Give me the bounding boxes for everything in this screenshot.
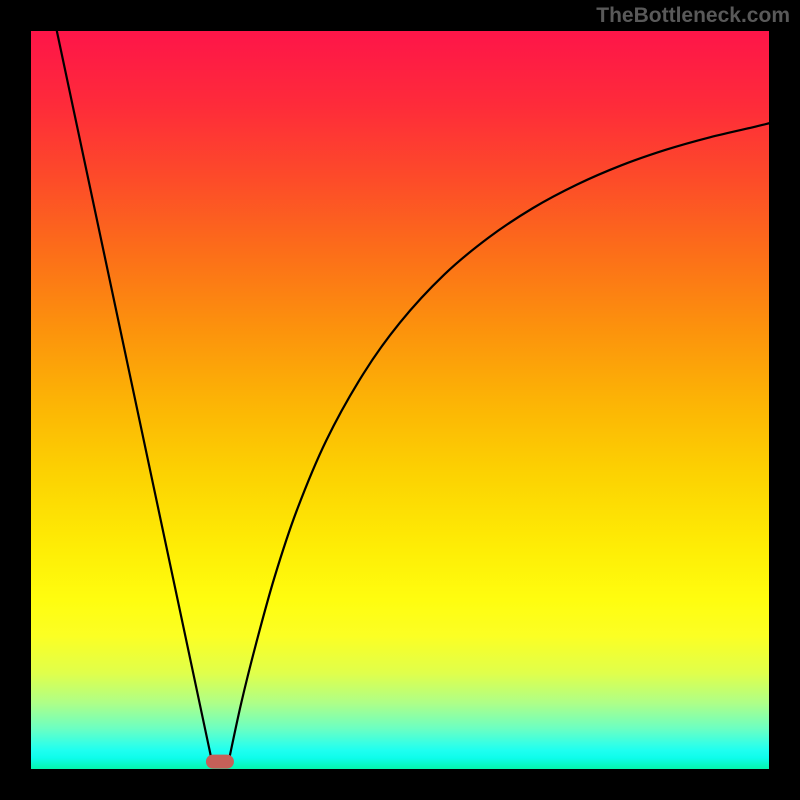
chart-container: TheBottleneck.com [0,0,800,800]
minimum-marker [206,755,234,769]
plot-area [31,31,769,769]
watermark-text: TheBottleneck.com [596,4,790,28]
bottleneck-chart [0,0,800,800]
